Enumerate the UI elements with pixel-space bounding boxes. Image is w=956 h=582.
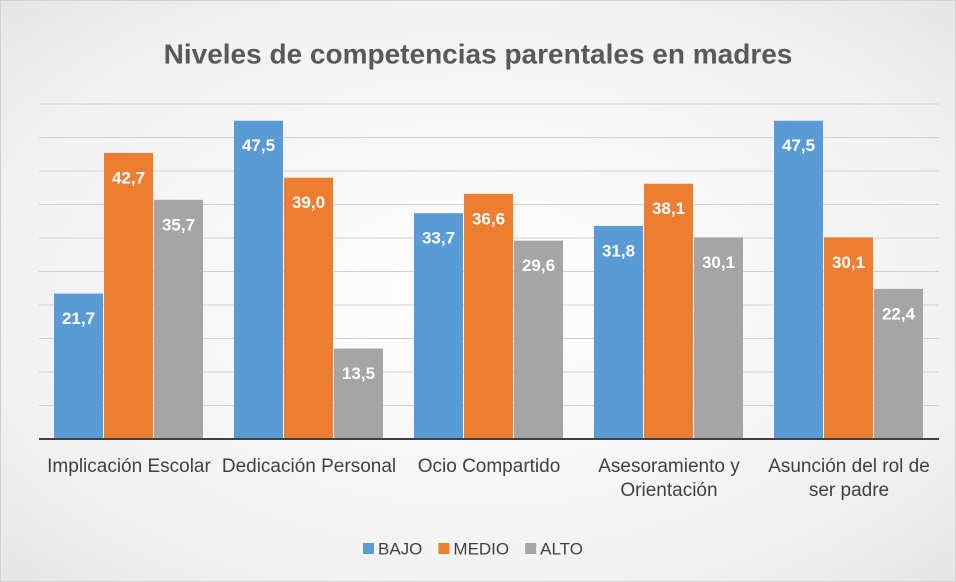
data-label: 39,0 [292,193,325,212]
x-tick-label: Implicación Escolar [47,456,211,477]
bar [694,237,743,439]
chart-title: Niveles de competencias parentales en ma… [164,38,793,69]
bar [514,240,563,439]
data-label: 35,7 [162,215,195,234]
data-label: 22,4 [882,304,916,323]
legend-label: MEDIO [453,539,509,558]
data-label: 33,7 [422,229,455,248]
x-tick-label: Asunción del rol de ser padre [768,456,930,501]
data-label: 30,1 [832,253,865,272]
bar [104,152,153,439]
legend-label: BAJO [378,539,422,558]
bar [644,183,693,439]
x-tick-label: Asesoramiento y Orientación [598,456,740,501]
bar [154,199,203,439]
bar [774,120,823,439]
data-label: 36,6 [472,209,505,228]
legend-swatch [438,543,450,554]
bar [334,348,383,439]
data-label: 31,8 [602,241,635,260]
bar [464,193,513,439]
bar [824,237,873,439]
bar [414,213,463,439]
legend-swatch [363,543,374,554]
x-tick-label: Ocio Compartido [417,456,561,477]
data-label: 29,6 [522,256,555,275]
data-label: 13,5 [342,364,375,383]
bar [54,293,103,439]
data-label: 21,7 [62,309,95,328]
data-label: 38,1 [652,199,685,218]
legend-swatch [525,543,537,554]
data-label: 30,1 [702,253,735,272]
x-tick-label: Dedicación Personal [221,456,397,477]
bar [284,177,333,439]
bar [874,288,923,439]
data-label: 47,5 [242,136,275,155]
legend-label: ALTO [540,539,583,558]
data-label: 47,5 [782,136,815,155]
bar [594,225,643,439]
data-label: 42,7 [112,168,145,187]
bar [234,120,283,439]
